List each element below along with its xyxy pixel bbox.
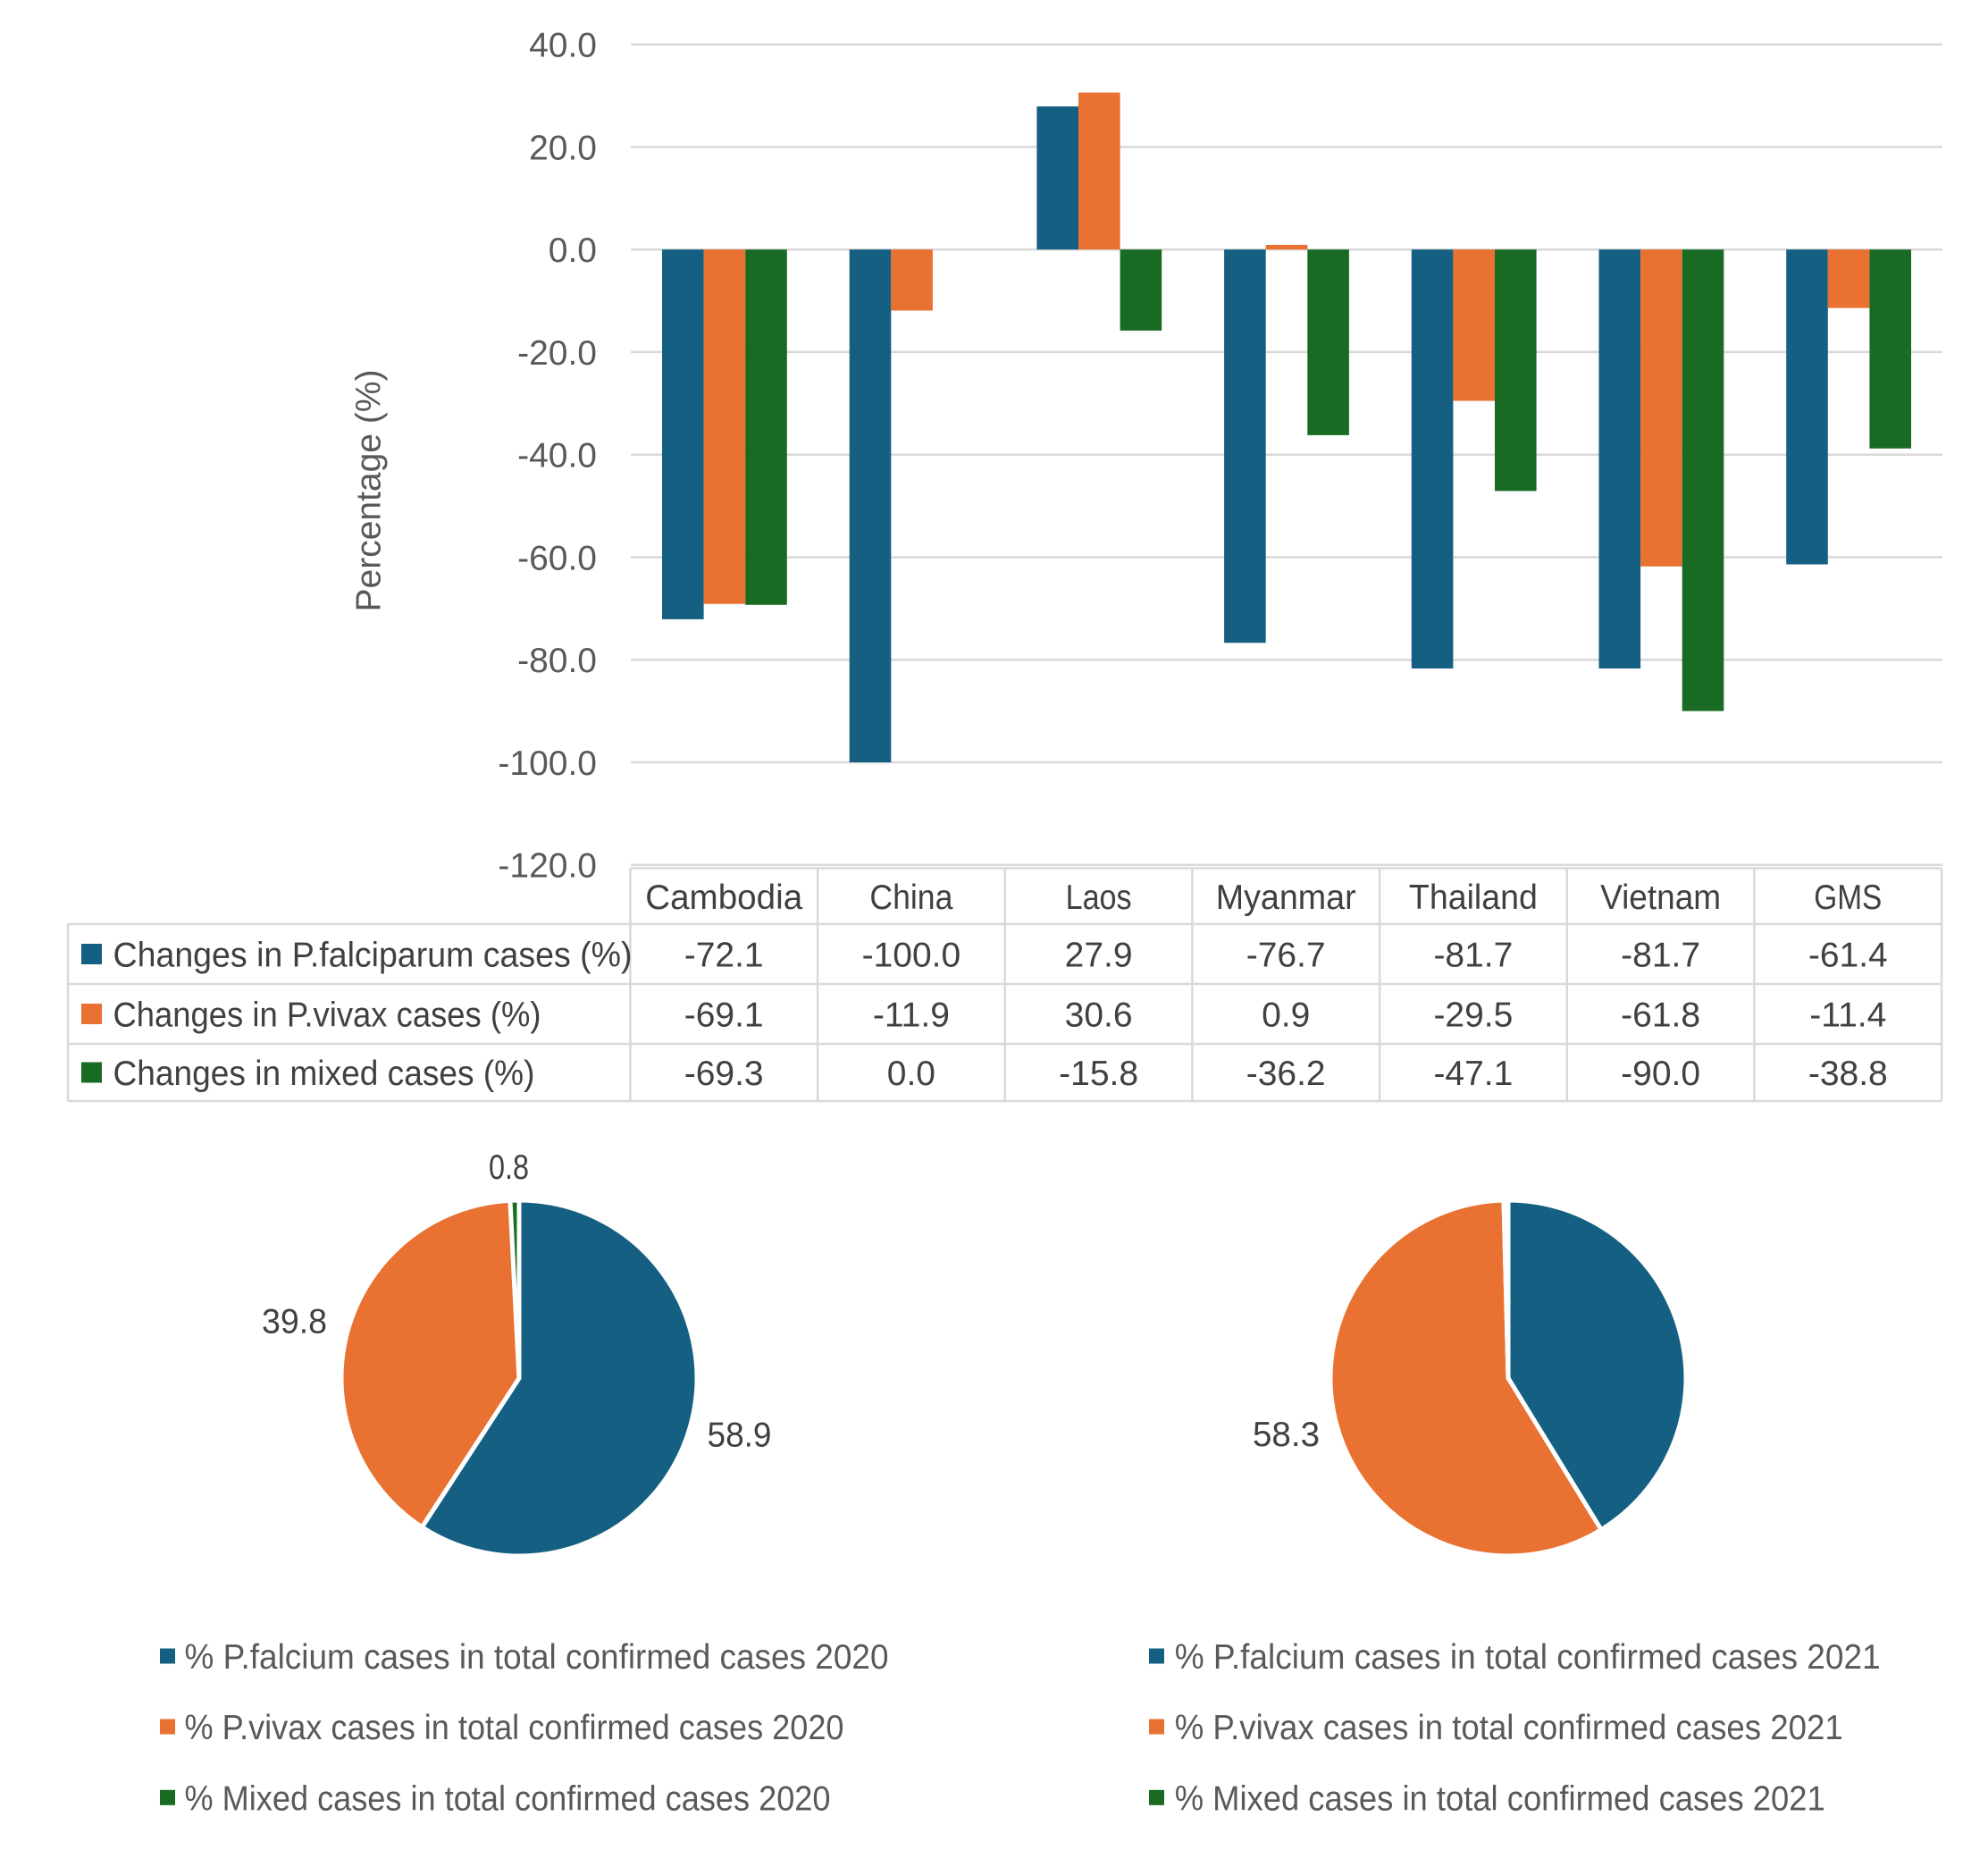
svg-text:% P.falcium cases in total con: % P.falcium cases in total confirmed cas… bbox=[1175, 1638, 1881, 1677]
svg-text:Thailand: Thailand bbox=[1409, 879, 1538, 917]
svg-text:40.0: 40.0 bbox=[529, 27, 597, 65]
svg-text:-69.1: -69.1 bbox=[684, 996, 764, 1035]
svg-text:-47.1: -47.1 bbox=[1433, 1055, 1513, 1093]
svg-text:Myanmar: Myanmar bbox=[1216, 879, 1356, 917]
svg-text:-40.0: -40.0 bbox=[517, 437, 597, 475]
svg-text:-69.3: -69.3 bbox=[684, 1055, 764, 1093]
svg-text:% P.vivax cases in total confi: % P.vivax cases in total confirmed cases… bbox=[1175, 1709, 1843, 1747]
svg-text:GMS: GMS bbox=[1814, 879, 1882, 917]
svg-text:Changes in P.falciparum cases: Changes in P.falciparum cases (%) bbox=[113, 937, 633, 975]
svg-text:58.3: 58.3 bbox=[1253, 1416, 1320, 1454]
svg-text:% P.falcium cases in total con: % P.falcium cases in total confirmed cas… bbox=[185, 1638, 889, 1677]
svg-text:China: China bbox=[869, 879, 952, 917]
svg-text:27.9: 27.9 bbox=[1065, 937, 1133, 975]
svg-text:-11.4: -11.4 bbox=[1809, 996, 1886, 1035]
svg-text:-38.8: -38.8 bbox=[1808, 1055, 1888, 1093]
svg-text:-72.1: -72.1 bbox=[684, 937, 764, 975]
svg-text:58.9: 58.9 bbox=[708, 1417, 772, 1455]
svg-text:-61.4: -61.4 bbox=[1808, 937, 1888, 975]
svg-text:30.6: 30.6 bbox=[1065, 996, 1133, 1035]
svg-text:-80.0: -80.0 bbox=[517, 642, 597, 680]
svg-text:0.0: 0.0 bbox=[887, 1055, 935, 1093]
svg-text:-100.0: -100.0 bbox=[862, 937, 961, 975]
svg-text:-15.8: -15.8 bbox=[1059, 1055, 1138, 1093]
svg-text:Cambodia: Cambodia bbox=[645, 879, 802, 917]
svg-text:-120.0: -120.0 bbox=[498, 847, 597, 886]
svg-text:% Mixed cases in total confirm: % Mixed cases in total confirmed cases 2… bbox=[185, 1779, 831, 1818]
svg-text:-36.2: -36.2 bbox=[1246, 1055, 1326, 1093]
svg-text:-61.8: -61.8 bbox=[1621, 996, 1700, 1035]
svg-text:Vietnam: Vietnam bbox=[1600, 879, 1721, 917]
svg-text:Percentage (%): Percentage (%) bbox=[350, 370, 389, 612]
svg-text:-90.0: -90.0 bbox=[1621, 1055, 1700, 1093]
svg-text:-11.9: -11.9 bbox=[873, 996, 950, 1035]
svg-text:-29.5: -29.5 bbox=[1433, 996, 1513, 1035]
svg-text:0.0: 0.0 bbox=[549, 231, 597, 270]
svg-text:-60.0: -60.0 bbox=[517, 540, 597, 578]
svg-text:20.0: 20.0 bbox=[529, 129, 597, 167]
svg-text:-100.0: -100.0 bbox=[498, 744, 597, 783]
svg-text:-76.7: -76.7 bbox=[1246, 937, 1326, 975]
svg-text:Laos: Laos bbox=[1066, 879, 1132, 917]
svg-text:% P.vivax cases in total confi: % P.vivax cases in total confirmed cases… bbox=[185, 1709, 844, 1747]
svg-text:0.8: 0.8 bbox=[489, 1148, 529, 1187]
svg-text:-81.7: -81.7 bbox=[1433, 937, 1513, 975]
svg-text:Changes in P.vivax cases (%): Changes in P.vivax cases (%) bbox=[113, 996, 541, 1035]
svg-text:-81.7: -81.7 bbox=[1621, 937, 1700, 975]
svg-text:0.9: 0.9 bbox=[1262, 996, 1310, 1035]
svg-text:Changes in mixed cases (%): Changes in mixed cases (%) bbox=[113, 1055, 535, 1093]
svg-text:39.8: 39.8 bbox=[262, 1303, 327, 1341]
svg-text:% Mixed cases in total confirm: % Mixed cases in total confirmed cases 2… bbox=[1175, 1779, 1825, 1818]
svg-text:-20.0: -20.0 bbox=[517, 334, 597, 373]
